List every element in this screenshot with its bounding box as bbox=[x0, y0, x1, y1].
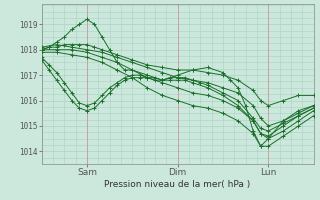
X-axis label: Pression niveau de la mer( hPa ): Pression niveau de la mer( hPa ) bbox=[104, 180, 251, 189]
